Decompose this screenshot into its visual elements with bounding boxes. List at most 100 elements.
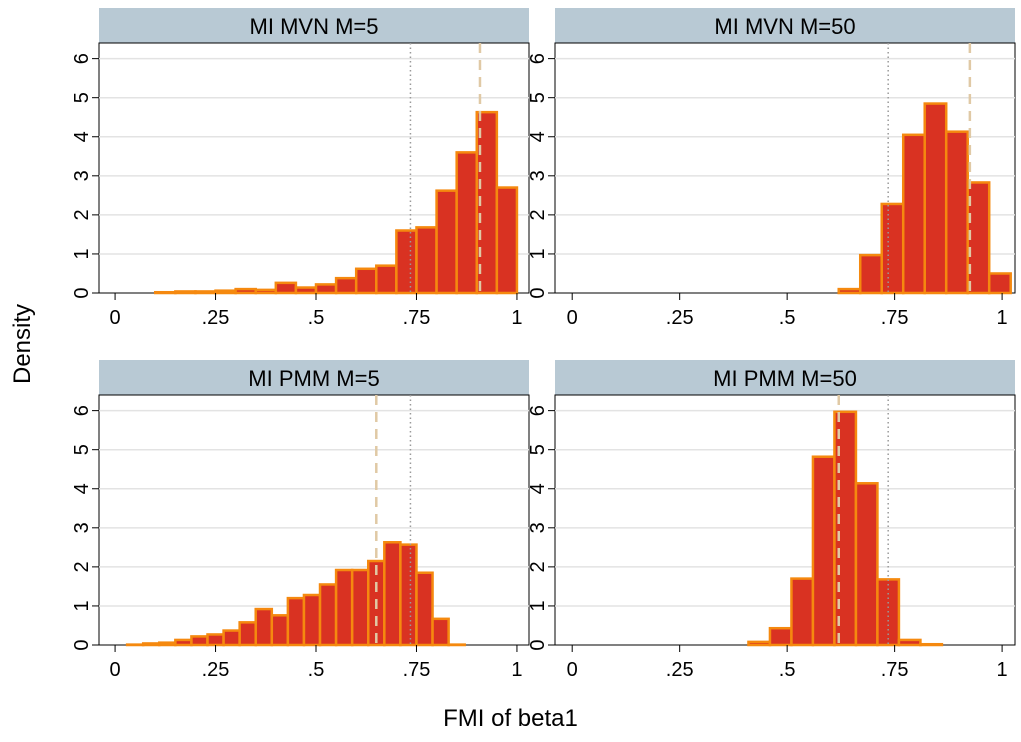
x-axis-title: FMI of beta1 bbox=[0, 704, 1021, 734]
histogram-bar bbox=[882, 204, 903, 293]
histogram-bar bbox=[256, 290, 276, 293]
x-tick-label: 0 bbox=[567, 307, 578, 329]
histogram-bar bbox=[899, 640, 920, 645]
histogram-bar bbox=[384, 542, 400, 645]
y-tick-label: 1 bbox=[527, 248, 549, 259]
histogram-bar bbox=[191, 636, 207, 645]
x-tick-label: 1 bbox=[997, 307, 1008, 329]
histogram-bar bbox=[903, 135, 924, 293]
histogram-bar bbox=[416, 573, 432, 645]
panel-title: MI MVN M=5 bbox=[250, 14, 379, 39]
x-tick-label: .25 bbox=[202, 307, 230, 329]
y-tick-label: 3 bbox=[71, 170, 93, 181]
histogram-bar bbox=[256, 609, 272, 645]
histogram-bar bbox=[296, 288, 316, 293]
y-tick-label: 4 bbox=[71, 131, 93, 142]
histogram-bar bbox=[925, 104, 946, 293]
histogram-bar bbox=[433, 619, 449, 645]
y-tick-label: 4 bbox=[71, 483, 93, 494]
x-tick-label: .25 bbox=[666, 307, 694, 329]
histogram-bar bbox=[860, 255, 881, 293]
histogram-bar bbox=[946, 132, 967, 293]
y-tick-label: 0 bbox=[71, 287, 93, 298]
y-tick-label: 5 bbox=[527, 444, 549, 455]
x-tick-label: .75 bbox=[881, 659, 909, 681]
x-tick-label: .5 bbox=[779, 307, 796, 329]
y-tick-label: 6 bbox=[71, 53, 93, 64]
histogram-bar bbox=[839, 289, 860, 293]
histogram-bar bbox=[224, 631, 240, 645]
y-tick-label: 4 bbox=[527, 483, 549, 494]
y-tick-label: 0 bbox=[527, 639, 549, 650]
y-tick-label: 6 bbox=[71, 405, 93, 416]
histogram-bar bbox=[195, 291, 215, 293]
histogram-bar bbox=[497, 188, 517, 293]
x-tick-label: .75 bbox=[403, 659, 431, 681]
histogram-panel-1: MI MVN M=5 0 1 2 3 4 5 6 0 .25 .5 .75 1 bbox=[71, 8, 529, 329]
x-tick-label: 1 bbox=[997, 659, 1008, 681]
y-tick-label: 3 bbox=[527, 522, 549, 533]
histogram-bar bbox=[770, 628, 791, 645]
y-tick-label: 4 bbox=[527, 131, 549, 142]
y-tick-label: 0 bbox=[527, 287, 549, 298]
panel-title: MI PMM M=5 bbox=[248, 366, 379, 391]
histogram-bar bbox=[175, 640, 191, 645]
y-tick-label: 3 bbox=[71, 522, 93, 533]
y-tick-label: 5 bbox=[71, 444, 93, 455]
histogram-bar bbox=[276, 283, 296, 293]
x-tick-label: .5 bbox=[779, 659, 796, 681]
histogram-bar bbox=[416, 227, 436, 293]
x-tick-label: .5 bbox=[308, 307, 325, 329]
y-tick-label: 6 bbox=[527, 53, 549, 64]
histogram-bar bbox=[336, 570, 352, 645]
histogram-bar bbox=[352, 570, 368, 645]
histogram-bar bbox=[791, 579, 812, 645]
x-tick-label: .25 bbox=[666, 659, 694, 681]
y-tick-label: 1 bbox=[71, 600, 93, 611]
x-tick-label: .75 bbox=[881, 307, 909, 329]
x-tick-label: 0 bbox=[110, 307, 121, 329]
panel-title: MI MVN M=50 bbox=[714, 14, 855, 39]
y-axis-title: Density bbox=[6, 350, 40, 384]
histogram-bar bbox=[336, 278, 356, 293]
x-tick-label: 1 bbox=[511, 659, 522, 681]
y-tick-label: 2 bbox=[527, 209, 549, 220]
histogram-bar bbox=[175, 291, 195, 293]
histogram-bar bbox=[457, 152, 477, 293]
histogram-bar bbox=[437, 191, 457, 293]
y-tick-label: 3 bbox=[527, 170, 549, 181]
x-tick-label: 1 bbox=[511, 307, 522, 329]
histogram-bar bbox=[272, 615, 288, 645]
y-tick-label: 1 bbox=[527, 600, 549, 611]
x-tick-label: 0 bbox=[567, 659, 578, 681]
y-tick-label: 0 bbox=[71, 639, 93, 650]
histogram-bar bbox=[288, 598, 304, 645]
panel-title: MI PMM M=50 bbox=[713, 366, 857, 391]
histogram-bar bbox=[396, 231, 416, 294]
histogram-bar bbox=[236, 289, 256, 293]
y-tick-label: 5 bbox=[71, 92, 93, 103]
y-tick-label: 2 bbox=[527, 561, 549, 572]
histogram-bar bbox=[920, 644, 941, 645]
histogram-bar bbox=[376, 266, 396, 293]
histogram-bar bbox=[813, 457, 834, 645]
histogram-bar bbox=[400, 545, 416, 645]
y-tick-label: 1 bbox=[71, 248, 93, 259]
x-tick-label: .25 bbox=[202, 659, 230, 681]
histogram-bar bbox=[356, 269, 376, 293]
y-tick-label: 6 bbox=[527, 405, 549, 416]
y-tick-label: 2 bbox=[71, 209, 93, 220]
histogram-bar bbox=[748, 642, 769, 645]
histogram-bar bbox=[320, 584, 336, 645]
x-tick-label: .75 bbox=[403, 307, 431, 329]
histogram-bar bbox=[856, 483, 877, 645]
histogram-bar bbox=[216, 291, 236, 293]
y-tick-label: 2 bbox=[71, 561, 93, 572]
y-tick-label: 5 bbox=[527, 92, 549, 103]
histogram-bar bbox=[304, 595, 320, 645]
histogram-bar bbox=[143, 643, 159, 645]
histogram-panel-4: MI PMM M=50 0 1 2 3 4 5 6 0 .25 .5 .75 1 bbox=[527, 360, 1015, 681]
